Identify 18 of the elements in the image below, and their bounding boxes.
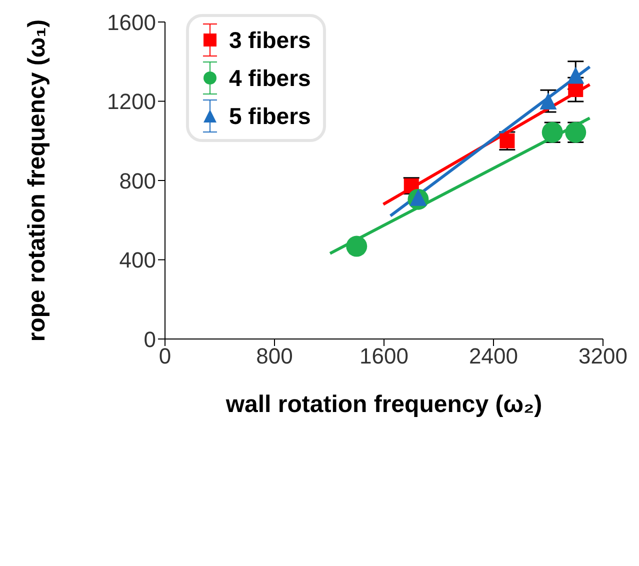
y-axis-title: rope rotation frequency (ω₁) — [24, 19, 51, 342]
x-tick-label: 0 — [158, 344, 172, 369]
y-tick-label: 800 — [119, 168, 156, 194]
y-tick-label: 1600 — [107, 10, 156, 35]
point — [567, 66, 584, 84]
y-tick-label: 400 — [119, 248, 156, 273]
x-tick-label: 2400 — [469, 344, 518, 369]
x-axis-title: wall rotation frequency (ω₂) — [224, 391, 542, 418]
y-tick-label: 1200 — [107, 89, 156, 114]
x-tick-label: 800 — [256, 344, 293, 369]
point — [346, 236, 368, 257]
legend-label: 3 fibers — [229, 26, 311, 54]
x-tick-label: 1600 — [360, 344, 408, 369]
x-tick-label: 3200 — [578, 344, 628, 369]
point — [540, 92, 557, 110]
y-tick-label: 0 — [144, 326, 156, 352]
legend-label: 5 fibers — [229, 102, 311, 130]
legend-label: 4 fibers — [229, 64, 311, 92]
